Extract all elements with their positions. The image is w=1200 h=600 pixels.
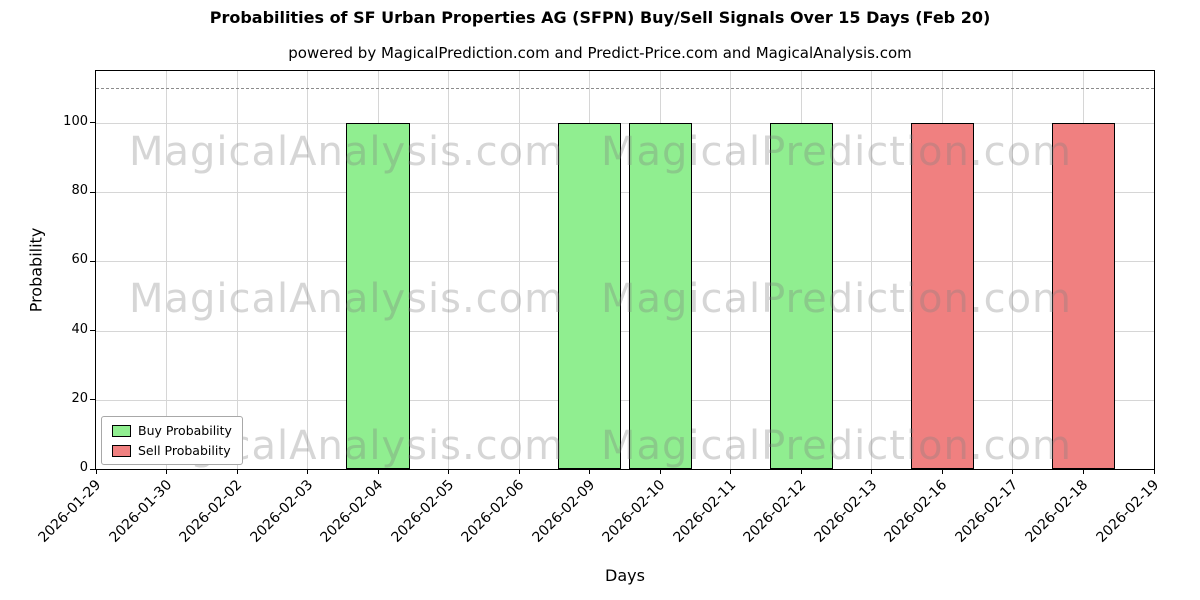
y-tick-mark [90,260,96,262]
chart-title: Probabilities of SF Urban Properties AG … [209,8,991,27]
y-tick-label: 60 [71,252,88,268]
x-gridline [518,71,520,469]
bar-buy-probability [557,122,622,469]
legend-entry: Sell Probability [112,443,232,458]
legend-entry: Buy Probability [112,423,232,438]
legend-label: Sell Probability [138,443,231,458]
x-tick-mark [800,469,802,474]
x-gridline [166,71,168,469]
x-tick-mark [448,469,450,474]
x-tick-mark [1012,469,1014,474]
x-gridline [307,71,309,469]
plot-area: 0 20 40 60 80 100 2026-01-29 2026-01-30 2026-02-… [35,70,1162,546]
x-tick-mark [871,469,873,474]
watermark-text: MagicalPrediction.com [601,276,1072,322]
y-axis-label: Probability [26,227,46,313]
x-tick-mark [1082,469,1084,474]
x-gridline [448,71,450,469]
y-tick-label: 20 [71,390,88,406]
y-tick-label: 80 [71,183,88,199]
chart-subtitle: powered by MagicalPrediction.com and Pre… [288,44,912,62]
y-tick-mark [90,191,96,193]
y-tick-mark [90,468,96,470]
legend-swatch [112,424,131,437]
y-tick-label: 40 [71,321,88,337]
y-gridline [96,261,1154,263]
x-tick-mark [730,469,732,474]
x-axis-label: Days [605,566,645,585]
watermark-text: MagicalPrediction.com [601,423,1072,469]
y-tick-label: 100 [63,113,88,129]
watermark-text: MagicalAnalysis.com [129,129,565,175]
y-gridline [96,122,1154,124]
legend-label: Buy Probability [138,423,232,438]
y-tick-mark [90,122,96,124]
legend-swatch [112,444,131,457]
x-gridline [1012,71,1014,469]
y-gridline [96,399,1154,401]
x-tick-mark [166,469,168,474]
bar-buy-probability [346,122,410,469]
x-tick-mark [518,469,520,474]
x-tick-mark [941,469,943,474]
x-tick-mark [589,469,591,474]
x-tick-label: 2026-01-29 [35,477,105,546]
bar-buy-probability [769,122,834,469]
bar-sell-probability [1051,122,1116,469]
x-gridline [871,71,873,469]
bar-buy-probability [628,122,692,469]
watermark-text: MagicalAnalysis.com [129,276,565,322]
y-tick-label: 0 [79,460,88,475]
x-tick-mark [95,469,97,474]
y-gridline [96,192,1154,194]
x-tick-mark [236,469,238,474]
bar-sell-probability [910,122,975,469]
y-gridline [96,330,1154,332]
x-gridline [730,71,732,469]
legend: Buy Probability Sell Probability [101,416,243,465]
x-tick-mark [377,469,379,474]
x-tick-mark [659,469,661,474]
y-tick-mark [90,399,96,401]
x-tick-mark [1153,469,1155,474]
y-tick-mark [90,330,96,332]
dashed-threshold-line [96,88,1154,90]
watermark-text: MagicalPrediction.com [601,129,1072,175]
x-tick-mark [307,469,309,474]
x-gridline [236,71,238,469]
